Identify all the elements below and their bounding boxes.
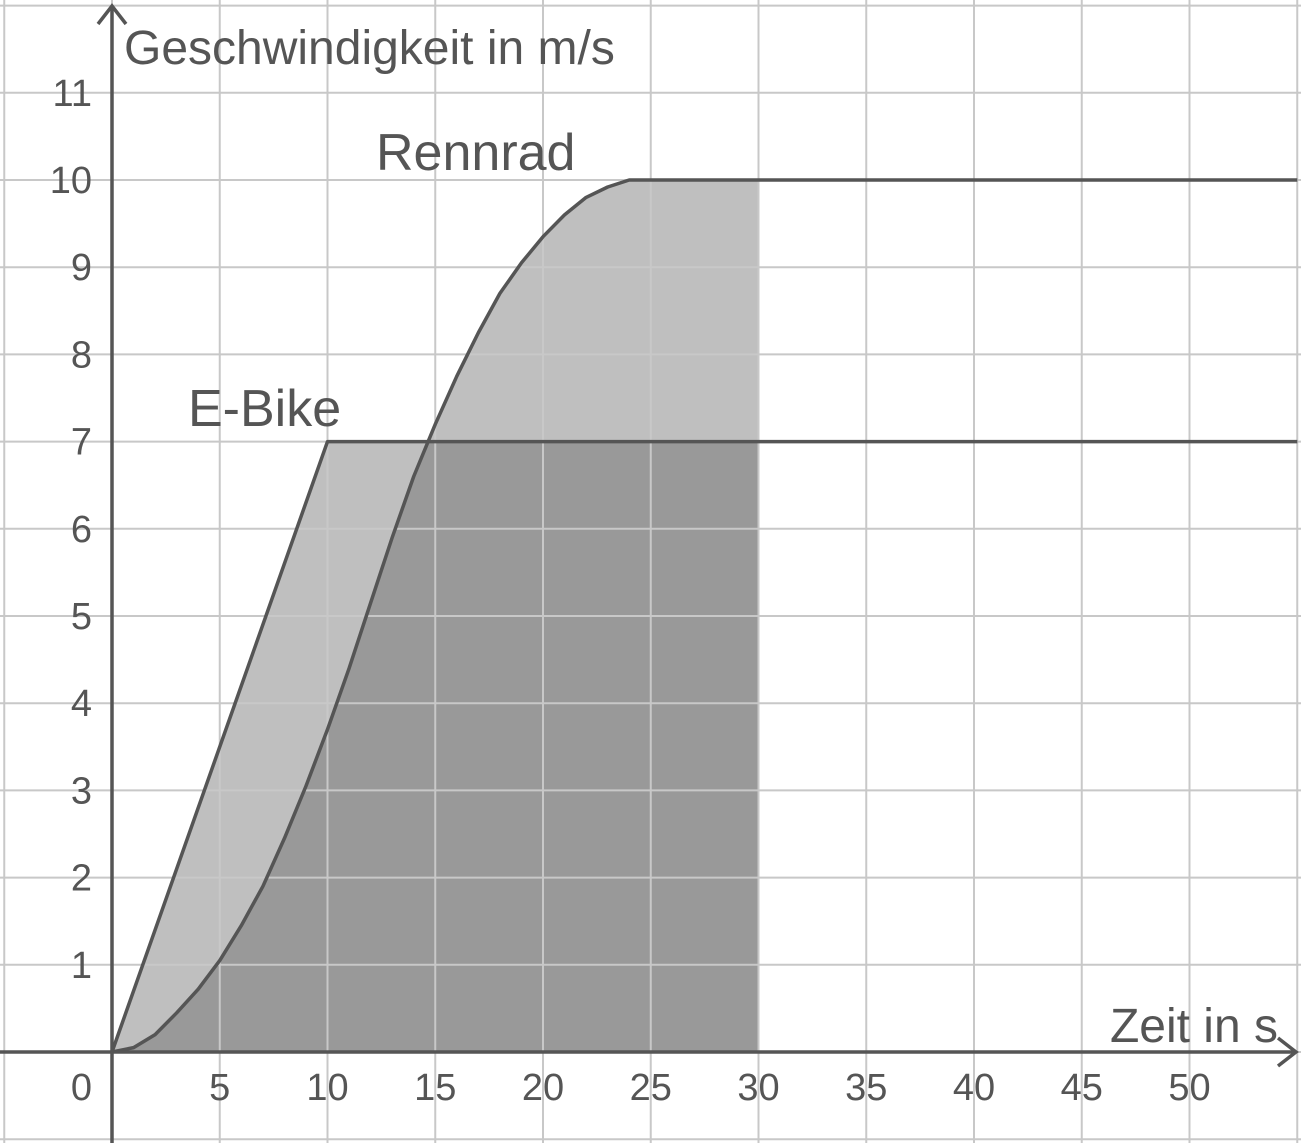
x-axis-title: Zeit in s xyxy=(1110,1000,1278,1053)
x-tick-label: 40 xyxy=(953,1067,995,1109)
x-tick-label: 25 xyxy=(630,1067,672,1109)
y-tick-label: 11 xyxy=(53,73,92,115)
y-tick-label: 7 xyxy=(71,422,92,464)
x-tick-label: 15 xyxy=(414,1067,456,1109)
y-tick-label: 4 xyxy=(71,683,92,725)
x-tick-label: 10 xyxy=(306,1067,348,1109)
axes xyxy=(0,3,1299,1143)
x-tick-label: 45 xyxy=(1061,1067,1103,1109)
x-tick-label: 30 xyxy=(737,1067,779,1109)
x-tick-label: 50 xyxy=(1168,1067,1210,1109)
x-tick-label: 35 xyxy=(845,1067,887,1109)
series-label-e-bike: E-Bike xyxy=(188,380,341,438)
y-tick-label: 1 xyxy=(71,945,92,987)
series-label-rennrad: Rennrad xyxy=(376,124,575,182)
y-tick-label: 2 xyxy=(71,858,92,900)
y-tick-label: 9 xyxy=(71,247,92,289)
y-tick-label: 10 xyxy=(50,160,92,202)
origin-label: 0 xyxy=(71,1067,92,1109)
y-tick-label: 6 xyxy=(71,509,92,551)
y-tick-label: 8 xyxy=(71,334,92,376)
y-axis-arrow xyxy=(96,3,128,26)
x-tick-label: 5 xyxy=(209,1067,230,1109)
series-line-e-bike xyxy=(110,439,1298,1053)
series-lines xyxy=(110,178,1298,1054)
x-tick-label: 20 xyxy=(522,1067,564,1109)
series-line-rennrad xyxy=(111,178,1298,1054)
y-tick-label: 5 xyxy=(71,596,92,638)
y-axis-title: Geschwindigkeit in m/s xyxy=(124,22,615,75)
y-tick-label: 3 xyxy=(71,770,92,812)
x-axis-arrow xyxy=(1276,1036,1299,1068)
